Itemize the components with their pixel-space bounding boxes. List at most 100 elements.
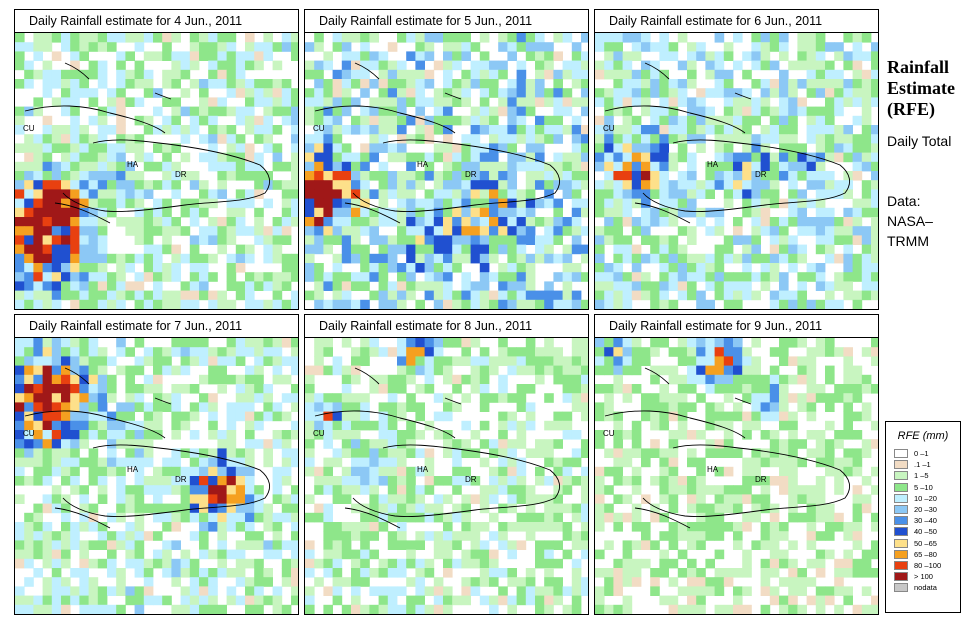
rainfall-cell <box>107 568 117 578</box>
rainfall-cell <box>305 402 315 412</box>
rainfall-cell <box>433 494 444 504</box>
rainfall-cell <box>226 134 237 144</box>
rainfall-cell <box>272 485 283 495</box>
rainfall-cell <box>733 217 743 227</box>
rainfall-cell <box>769 476 780 486</box>
rainfall-cell <box>387 558 398 569</box>
rainfall-cell <box>852 522 863 532</box>
rainfall-cell <box>387 299 398 309</box>
rainfall-cell <box>797 439 807 449</box>
rainfall-cell <box>171 189 181 199</box>
rainfall-cell <box>116 161 126 172</box>
rainfall-cell <box>733 595 743 606</box>
rainfall-cell <box>235 143 246 153</box>
rainfall-cell <box>24 253 34 264</box>
rainfall-cell <box>134 531 145 541</box>
rainfall-cell <box>208 198 218 209</box>
rainfall-cell <box>116 485 126 495</box>
rainfall-cell <box>88 604 99 614</box>
rainfall-cell <box>387 420 398 431</box>
rainfall-cell <box>70 338 80 348</box>
rainfall-cell <box>162 33 172 43</box>
rainfall-cell <box>61 338 71 348</box>
rainfall-cell <box>659 33 669 43</box>
rainfall-cell <box>217 457 227 468</box>
rfe-legend: RFE (mm) 0 –1.1 –1 1 –5 5 –10 10 –20 20 –30 3… <box>885 421 961 613</box>
rainfall-cell <box>189 51 200 61</box>
rainfall-cell <box>235 253 246 264</box>
rainfall-cell <box>507 457 517 468</box>
rainfall-cell <box>70 439 80 449</box>
rainfall-cell <box>714 577 725 587</box>
rainfall-cell <box>622 393 633 403</box>
rainfall-cell <box>562 69 573 80</box>
rainfall-cell <box>544 69 554 80</box>
rainfall-cell <box>360 503 370 514</box>
rainfall-cell <box>378 161 389 172</box>
rainfall-cell <box>659 549 669 560</box>
rainfall-cell <box>852 235 863 245</box>
rainfall-cell <box>871 152 878 163</box>
rainfall-cell <box>622 244 633 255</box>
rainfall-cell <box>604 299 614 309</box>
rainfall-cell <box>323 180 333 190</box>
rainfall-cell <box>544 522 554 532</box>
rainfall-cell <box>199 338 209 348</box>
rainfall-cell <box>61 586 71 596</box>
rainfall-cell <box>535 134 545 144</box>
rainfall-cell <box>88 558 99 569</box>
rainfall-cell <box>562 411 573 422</box>
rainfall-cell <box>659 558 669 569</box>
rainfall-cell <box>861 235 872 245</box>
rainfall-cell <box>769 540 780 550</box>
rainfall-cell <box>61 494 71 504</box>
rainfall-cell <box>61 217 71 227</box>
rainfall-cell <box>815 217 826 227</box>
rainfall-cell <box>581 586 588 596</box>
rainfall-cell <box>42 411 53 422</box>
rainfall-cell <box>797 106 807 117</box>
rainfall-cell <box>516 299 527 309</box>
rainfall-cell <box>61 549 71 560</box>
rainfall-cell <box>116 106 126 117</box>
rainfall-cell <box>733 402 743 412</box>
legend-item: 20 –30 <box>886 504 960 515</box>
rainfall-cell <box>834 558 844 569</box>
rainfall-cell <box>498 457 508 468</box>
rainfall-cell <box>815 393 826 403</box>
rainfall-cell <box>199 374 209 385</box>
rainfall-cell <box>153 51 163 61</box>
rainfall-cell <box>452 79 462 89</box>
rainfall-cell <box>507 540 517 550</box>
rainfall-cell <box>406 374 416 385</box>
rainfall-cell <box>134 568 145 578</box>
rainfall-cell <box>825 586 835 596</box>
rainfall-cell <box>516 393 527 403</box>
rainfall-cell <box>723 466 734 477</box>
rainfall-cell <box>751 253 761 264</box>
rainfall-cell <box>415 180 425 190</box>
rainfall-cell <box>171 171 181 181</box>
rainfall-cell <box>751 235 761 245</box>
rainfall-cell <box>479 115 490 126</box>
rainfall-cell <box>659 235 669 245</box>
rainfall-cell <box>604 512 614 523</box>
rainfall-cell <box>305 272 315 282</box>
rainfall-cell <box>696 494 706 504</box>
rainfall-cell <box>134 558 145 569</box>
rainfall-cell <box>61 430 71 440</box>
rainfall-cell <box>332 411 343 422</box>
rainfall-cell <box>687 568 697 578</box>
rainfall-cell <box>470 244 481 255</box>
rainfall-cell <box>143 430 154 440</box>
rainfall-cell <box>107 558 117 569</box>
rainfall-cell <box>631 430 642 440</box>
rainfall-cell <box>871 161 878 172</box>
rainfall-cell <box>668 263 679 273</box>
rainfall-cell <box>387 540 398 550</box>
rainfall-cell <box>415 171 425 181</box>
rainfall-cell <box>535 60 545 71</box>
rainfall-cell <box>171 411 181 422</box>
rainfall-cell <box>733 384 743 394</box>
rainfall-cell <box>733 411 743 422</box>
